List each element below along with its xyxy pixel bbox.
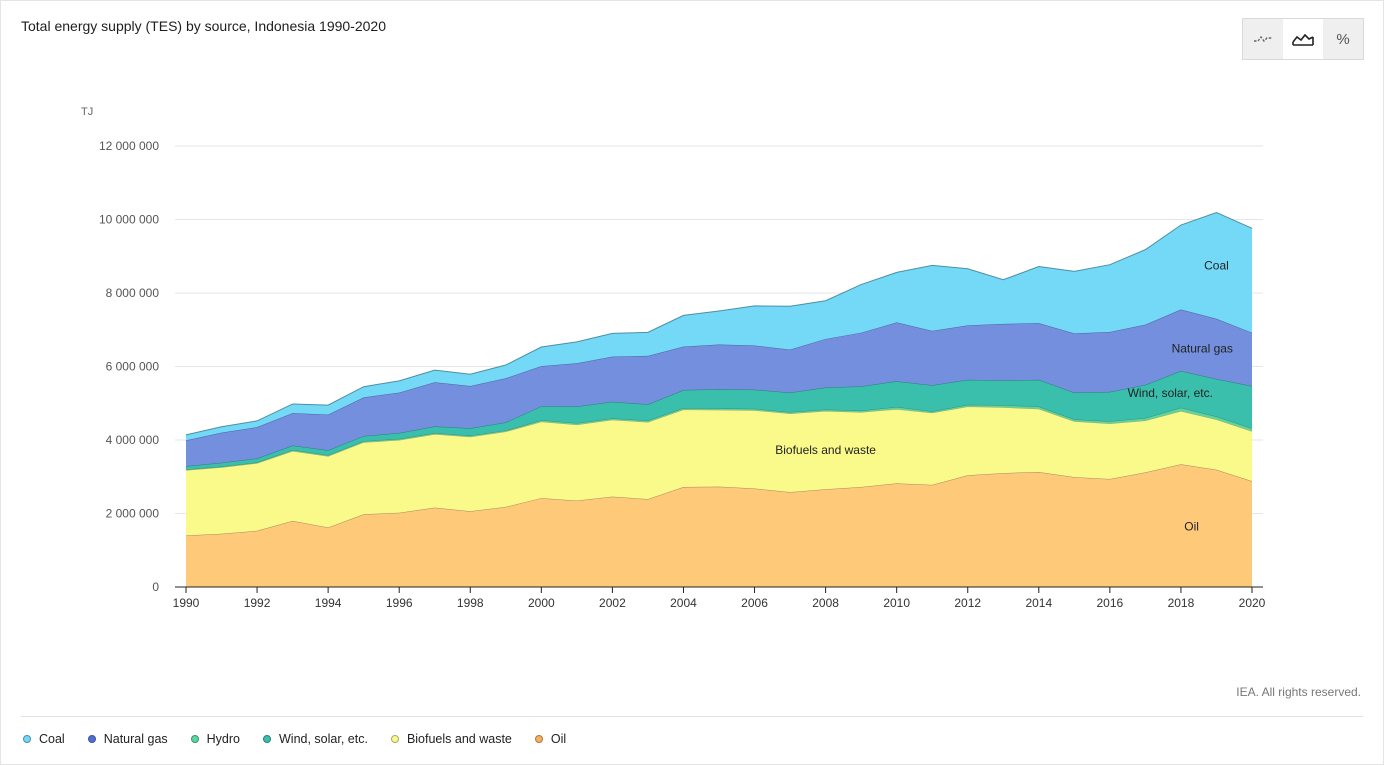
y-axis: 0 2 000 000 4 000 000 6 000 000 8 000 000 10 … [99,139,159,594]
view-toggle: % [1242,18,1364,60]
legend-label: Biofuels and waste [406,732,512,746]
series-label-natural-gas: Natural gas [1172,341,1233,355]
series-inline-labels: Oil Biofuels and waste Wind, solar, etc. Na… [775,259,1233,534]
legend-swatch [87,735,96,743]
y-axis-unit-label: TJ [81,106,93,118]
y-tick-label: 0 [152,580,159,594]
x-tick-label: 2006 [741,596,768,610]
legend-swatch [23,735,31,743]
area-chart-icon [1292,33,1314,46]
chart-title: Total energy supply (TES) by source, Ind… [21,18,386,34]
copyright-text: IEA. All rights reserved. [1236,685,1361,699]
legend-item-oil[interactable]: Oil [534,732,567,746]
legend: Coal Natural gas Hydro Wind, solar, etc. Bio… [23,732,589,746]
area-edge-coal [185,211,1253,436]
legend-swatch [263,735,271,743]
y-tick-label: 4 000 000 [106,433,160,447]
legend-label: Wind, solar, etc. [279,732,368,746]
legend-item-hydro[interactable]: Hydro [190,732,240,746]
y-tick-label: 10 000 000 [99,213,159,227]
x-tick-label: 2002 [599,596,626,610]
legend-label: Oil [550,732,567,746]
legend-swatch [534,735,543,743]
y-tick-label: 12 000 000 [99,139,159,153]
energy-area-chart: TJ 0 2 000 000 4 000 000 6 000 000 8 000 000… [81,106,1266,610]
y-tick-label: 2 000 000 [106,507,160,521]
legend-swatch [390,735,399,743]
x-tick-label: 2008 [812,596,839,610]
area-oil[interactable] [186,464,1252,587]
area-wind-solar-etc[interactable] [186,370,1252,470]
series-label-biofuels-and-waste: Biofuels and waste [775,443,876,457]
legend-divider [21,716,1363,717]
series-label-coal: Coal [1204,259,1229,273]
legend-item-coal[interactable]: Coal [23,732,65,746]
x-tick-label: 2000 [528,596,555,610]
legend-label: Hydro [206,732,240,746]
x-axis: 1990 1992 1994 1996 1998 2000 2002 2004 2006 2008… [173,586,1266,610]
x-tick-label: 2010 [883,596,910,610]
series-label-wind-solar-etc: Wind, solar, etc. [1128,386,1213,400]
x-tick-label: 2020 [1239,596,1266,610]
legend-item-biofuels-and-waste[interactable]: Biofuels and waste [390,732,512,746]
percent-view-button[interactable]: % [1323,19,1363,59]
x-tick-label: 2018 [1168,596,1195,610]
area-view-button[interactable] [1283,19,1323,59]
x-tick-label: 1990 [173,596,200,610]
legend-label: Natural gas [103,732,168,746]
area-natural-gas[interactable] [186,309,1252,467]
percent-icon: % [1336,30,1350,48]
x-tick-label: 1996 [386,596,413,610]
series-areas [185,211,1253,587]
x-tick-label: 1994 [315,596,342,610]
series-label-oil: Oil [1184,519,1199,533]
legend-swatch [190,735,199,743]
y-tick-label: 8 000 000 [106,286,160,300]
x-tick-label: 2004 [670,596,697,610]
x-tick-label: 1998 [457,596,484,610]
x-tick-label: 2012 [954,596,981,610]
x-tick-label: 2014 [1025,596,1052,610]
area-coal[interactable] [186,212,1252,441]
legend-label: Coal [39,732,65,746]
area-biofuels-and-waste[interactable] [186,406,1252,536]
x-tick-label: 1992 [244,596,271,610]
y-tick-label: 6 000 000 [106,360,160,374]
legend-item-natural-gas[interactable]: Natural gas [87,732,168,746]
legend-item-wind-solar-etc[interactable]: Wind, solar, etc. [263,732,368,746]
x-tick-label: 2016 [1097,596,1124,610]
